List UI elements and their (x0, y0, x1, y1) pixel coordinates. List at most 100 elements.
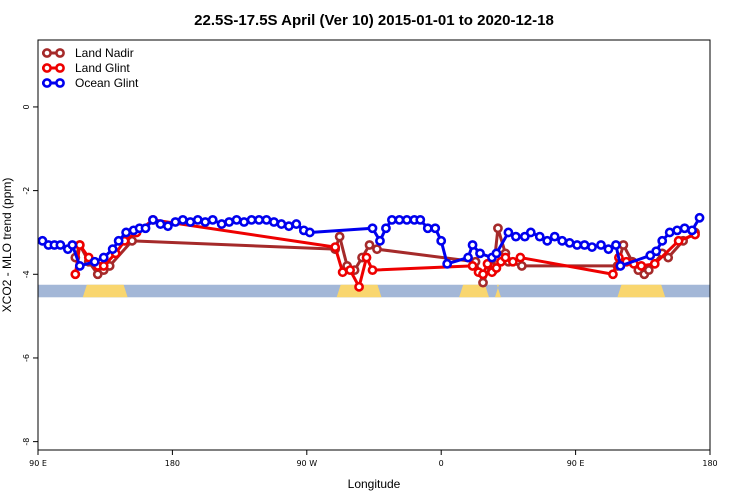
y-tick-label: -6 (22, 354, 31, 362)
data-point (163, 221, 173, 232)
data-point (542, 235, 553, 246)
legend-swatch-marker (42, 48, 52, 58)
data-point (436, 235, 447, 246)
data-point (261, 214, 272, 225)
y-tick-label: -2 (22, 187, 31, 195)
data-point (121, 227, 132, 238)
series-ocean-glint (37, 212, 705, 271)
data-point (254, 214, 264, 225)
data-point (463, 252, 473, 263)
data-point (603, 244, 614, 255)
data-point (687, 225, 697, 236)
data-point (216, 219, 227, 229)
data-point (381, 223, 391, 234)
data-point (207, 214, 218, 225)
data-point (364, 240, 375, 250)
data-point (478, 269, 488, 280)
data-point (345, 265, 356, 276)
data-point (500, 252, 511, 263)
x-tick-label: 180 (702, 459, 717, 468)
legend-label: Land Nadir (75, 46, 134, 60)
data-point (55, 240, 66, 250)
surface-band (38, 284, 710, 298)
data-point (507, 256, 518, 267)
data-point (375, 235, 385, 246)
data-point (615, 261, 626, 271)
land-segment (617, 284, 666, 298)
data-point (74, 240, 85, 250)
data-point (148, 214, 158, 225)
data-point (224, 217, 235, 227)
series-layer (37, 212, 705, 292)
land-segment (494, 284, 501, 298)
data-point (467, 240, 478, 250)
data-point (549, 231, 560, 242)
data-point (516, 261, 527, 271)
data-point (422, 223, 433, 234)
legend-label: Land Glint (75, 61, 130, 75)
plot-frame (37, 39, 711, 451)
y-tick-label: -8 (22, 438, 31, 446)
legend-label: Ocean Glint (75, 76, 139, 90)
data-point (89, 256, 100, 267)
data-point (337, 267, 348, 278)
data-point (643, 265, 654, 276)
legend-swatch-marker (55, 63, 65, 73)
data-point (304, 227, 315, 238)
data-point (579, 240, 590, 250)
data-point (192, 214, 203, 225)
data-point (372, 244, 382, 255)
data-point (636, 261, 647, 271)
x-tick-label: 0 (439, 459, 444, 468)
data-point (649, 258, 660, 269)
data-point (482, 258, 493, 269)
legend-swatch-marker (55, 78, 65, 88)
data-point (611, 240, 621, 250)
data-point (334, 231, 345, 242)
data-point (475, 248, 485, 259)
legend-swatch-marker (42, 63, 52, 73)
y-tick-label: -4 (22, 270, 31, 278)
data-point (70, 269, 81, 280)
data-point (491, 263, 502, 273)
data-point (200, 217, 211, 227)
data-point (291, 219, 302, 229)
legend-swatch-marker (55, 48, 65, 58)
data-point (673, 235, 684, 246)
data-point (572, 240, 582, 250)
data-point (596, 240, 606, 250)
x-axis: 90 E 180 90 W 0 90 E 180 (29, 450, 718, 468)
data-point (98, 261, 109, 271)
data-point (618, 240, 629, 250)
data-point (367, 265, 378, 276)
data-point (283, 221, 294, 232)
data-point (415, 214, 426, 225)
data-point (361, 252, 372, 263)
data-point (140, 223, 151, 234)
data-point (515, 252, 526, 263)
x-tick-label: 90 W (296, 459, 317, 468)
data-point (185, 217, 196, 227)
data-point (231, 214, 242, 225)
data-point (672, 225, 683, 236)
legend-item: Land Glint (42, 61, 130, 75)
land-segment (459, 284, 489, 298)
data-point (246, 214, 257, 225)
x-tick-label: 180 (165, 459, 180, 468)
legend-item: Ocean Glint (42, 76, 139, 90)
data-point (587, 242, 597, 252)
data-point (107, 244, 118, 255)
data-point (608, 269, 618, 280)
data-point (276, 219, 287, 229)
legend-swatch-marker (42, 78, 52, 88)
x-axis-label: Longitude (348, 477, 401, 491)
data-point (354, 281, 364, 292)
y-tick-label: 0 (22, 104, 31, 109)
y-axis-label: XCO2 - MLO trend (ppm) (0, 178, 14, 313)
data-point (478, 277, 488, 288)
data-point (664, 227, 675, 238)
data-point (67, 240, 78, 250)
data-point (651, 246, 662, 257)
x-tick-label: 90 E (567, 459, 585, 468)
